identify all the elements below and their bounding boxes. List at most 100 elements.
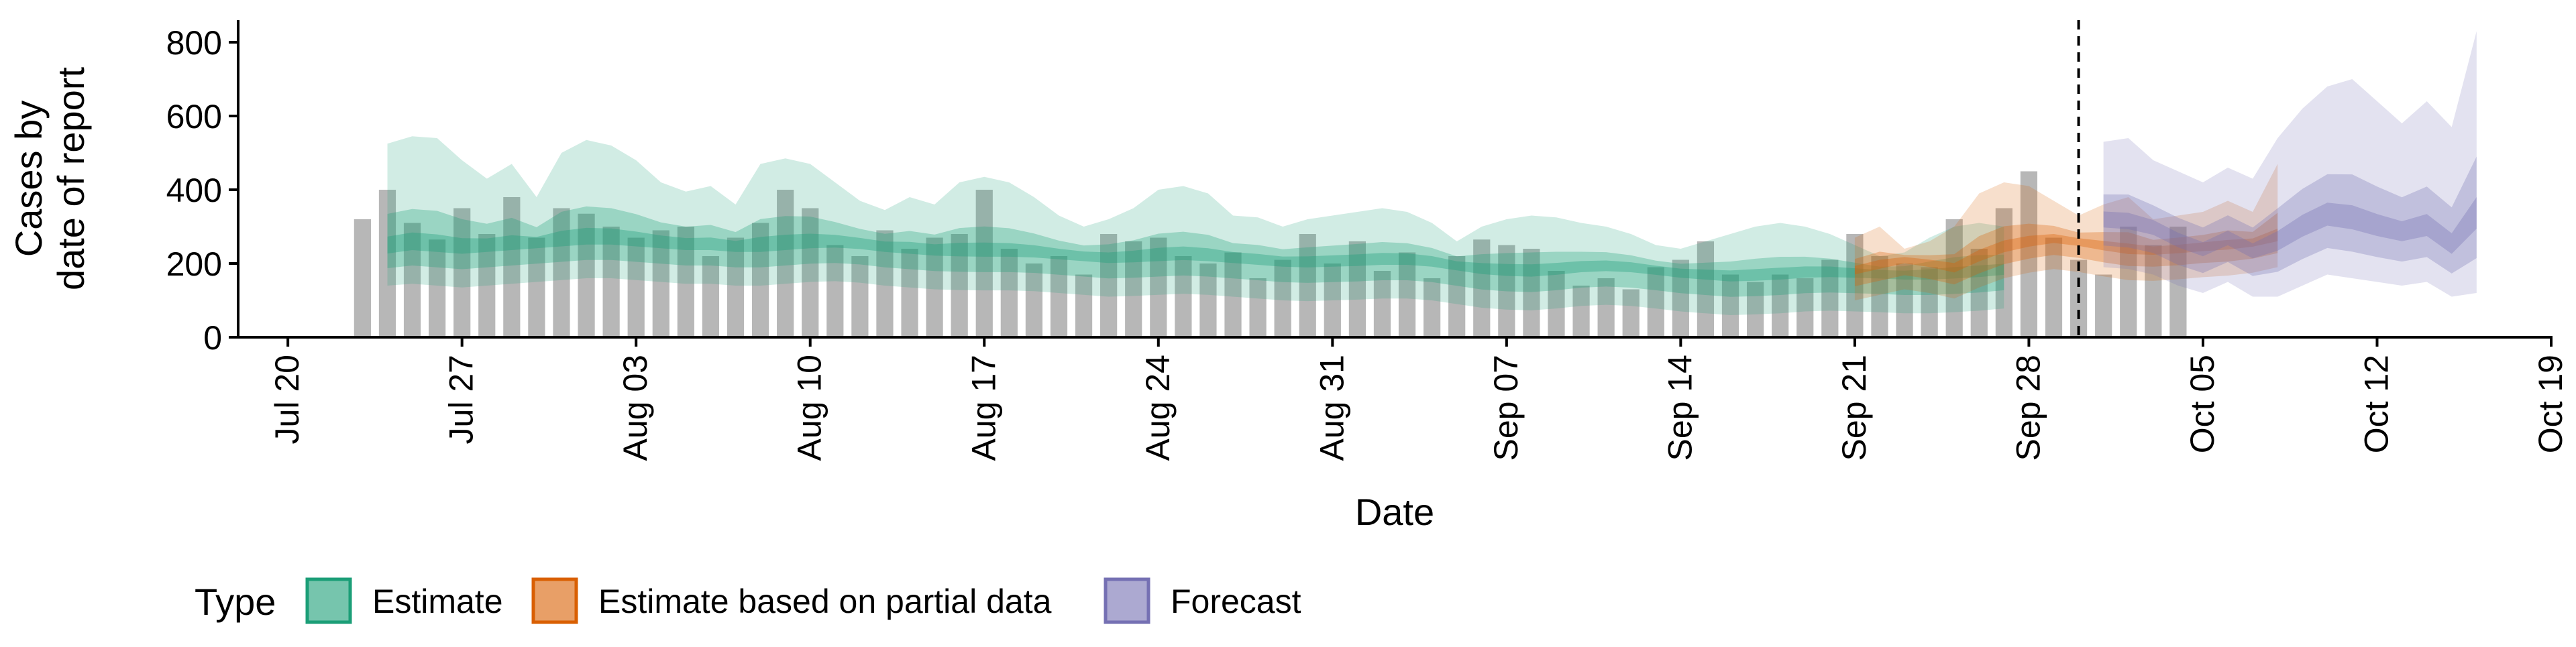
reported-cases-bar [975, 190, 993, 337]
reported-cases-bar [1498, 245, 1515, 337]
reported-cases-bar [1896, 263, 1913, 337]
legend-key-1 [531, 577, 578, 624]
reported-cases-bar [2169, 227, 2187, 337]
reported-cases-bar [1100, 234, 1118, 337]
reported-cases-bar [652, 230, 669, 337]
reported-cases-bar [1398, 252, 1416, 337]
ribbon-90-0 [387, 136, 2004, 316]
reported-cases-bar [1050, 256, 1068, 337]
reported-cases-bar [1000, 249, 1018, 337]
reported-cases-bar [1424, 278, 1441, 337]
reported-cases-bar [1224, 252, 1242, 337]
ribbon-50-1 [1854, 213, 2278, 286]
x-tick-label: Aug 17 [965, 355, 1002, 461]
reported-cases-bar [2120, 227, 2137, 337]
reported-cases-bar [2045, 237, 2063, 337]
reported-cases-bar [1523, 249, 1540, 337]
x-tick-label: Oct 12 [2357, 355, 2395, 453]
reported-cases-bar [1772, 274, 1789, 337]
reported-cases-bar [702, 256, 720, 337]
estimate-ribbons [387, 31, 2477, 316]
x-tick-label: Sep 21 [1835, 355, 1873, 461]
x-tick-label: Oct 19 [2532, 355, 2569, 453]
reported-cases-bar [751, 223, 769, 337]
reported-cases-bar [1274, 259, 1291, 337]
reported-cases-bar [1249, 278, 1267, 337]
reported-cases-bars [354, 171, 2187, 337]
reported-cases-bar [354, 219, 371, 337]
reported-cases-bar [503, 197, 521, 337]
x-tick-label: Sep 28 [2009, 355, 2047, 461]
reported-cases-bar [403, 223, 421, 337]
reported-cases-bar [1150, 237, 1167, 337]
y-axis-title-line-2: date of report [50, 67, 92, 291]
reported-cases-bar [428, 239, 446, 337]
ribbon-50-0 [387, 206, 2004, 297]
reported-cases-bar [1622, 289, 1640, 337]
reported-cases-bar [1125, 241, 1142, 337]
ribbon-90-1 [1854, 164, 2278, 300]
reported-cases-bar [478, 234, 496, 337]
reported-cases-bar [1299, 234, 1316, 337]
reported-cases-bar [802, 208, 819, 337]
reported-cases-bar [627, 237, 645, 337]
reported-cases-bar [1473, 239, 1491, 337]
y-tick-label: 0 [203, 319, 222, 357]
reported-cases-bar [1175, 256, 1192, 337]
reported-cases-bar [1921, 267, 1938, 337]
reported-cases-bar [951, 234, 968, 337]
reported-cases-bar [1548, 271, 1565, 337]
reported-cases-bar [553, 208, 570, 337]
reported-cases-bar [2145, 245, 2162, 337]
reported-cases-bar [826, 245, 844, 337]
reported-cases-bar [1995, 208, 2012, 337]
y-tick-label: 800 [166, 24, 222, 62]
legend-label-2: Forecast [1171, 583, 1301, 620]
reported-cases-bar [1597, 278, 1615, 337]
legend-key-2 [1104, 577, 1150, 624]
reported-cases-bar [602, 227, 620, 337]
x-tick-label: Aug 03 [616, 355, 654, 461]
ribbon-20-1 [1854, 229, 2278, 275]
reported-cases-bar [453, 208, 471, 337]
reported-cases-bar [1647, 267, 1664, 337]
reported-cases-bar [1697, 241, 1715, 337]
legend: Type Estimate Estimate based on partial d… [195, 577, 1301, 624]
x-tick-label: Aug 10 [791, 355, 828, 461]
reported-cases-bar [1672, 259, 1689, 337]
x-tick-label: Jul 27 [443, 355, 480, 444]
reported-cases-bar [1796, 278, 1814, 337]
reported-cases-bar [1746, 282, 1764, 337]
reported-cases-bar [851, 256, 869, 337]
y-tick-label: 200 [166, 245, 222, 283]
reported-cases-bar [1821, 259, 1839, 337]
reported-cases-bar [727, 237, 745, 337]
y-tick-label: 600 [166, 98, 222, 135]
x-tick-label: Sep 07 [1487, 355, 1525, 461]
ribbon-50-2 [2103, 156, 2477, 276]
x-tick-label: Aug 24 [1139, 355, 1177, 461]
reported-cases-bar [1871, 256, 1888, 337]
reported-cases-bar [1572, 286, 1590, 337]
x-axis-title: Date [1355, 491, 1434, 533]
x-tick-label: Aug 31 [1313, 355, 1350, 461]
y-tick-label: 400 [166, 172, 222, 209]
reported-cases-bar [578, 213, 595, 337]
reported-cases-bar [1348, 241, 1366, 337]
legend-label-1: Estimate based on partial data [598, 583, 1052, 620]
reported-cases-bar [1721, 274, 1739, 337]
reported-cases-bar [1846, 234, 1864, 337]
reported-cases-bar [528, 237, 545, 337]
legend-label-0: Estimate [372, 583, 503, 620]
x-tick-label: Sep 14 [1661, 355, 1699, 461]
ribbon-20-0 [387, 227, 2004, 282]
axes: 0 200 400 600 800 Jul 20 Jul 27 Aug 03 Aug 10 Aug… [166, 20, 2569, 461]
reported-cases-bar [1945, 219, 1963, 337]
y-axis-title-line-1: Cases by [7, 101, 50, 257]
reported-cases-bar [2095, 274, 2112, 337]
reported-cases-bar [1448, 256, 1466, 337]
reported-cases-bar [1075, 274, 1093, 337]
ribbon-90-2 [2103, 31, 2477, 297]
reported-cases-bar [1324, 263, 1341, 337]
